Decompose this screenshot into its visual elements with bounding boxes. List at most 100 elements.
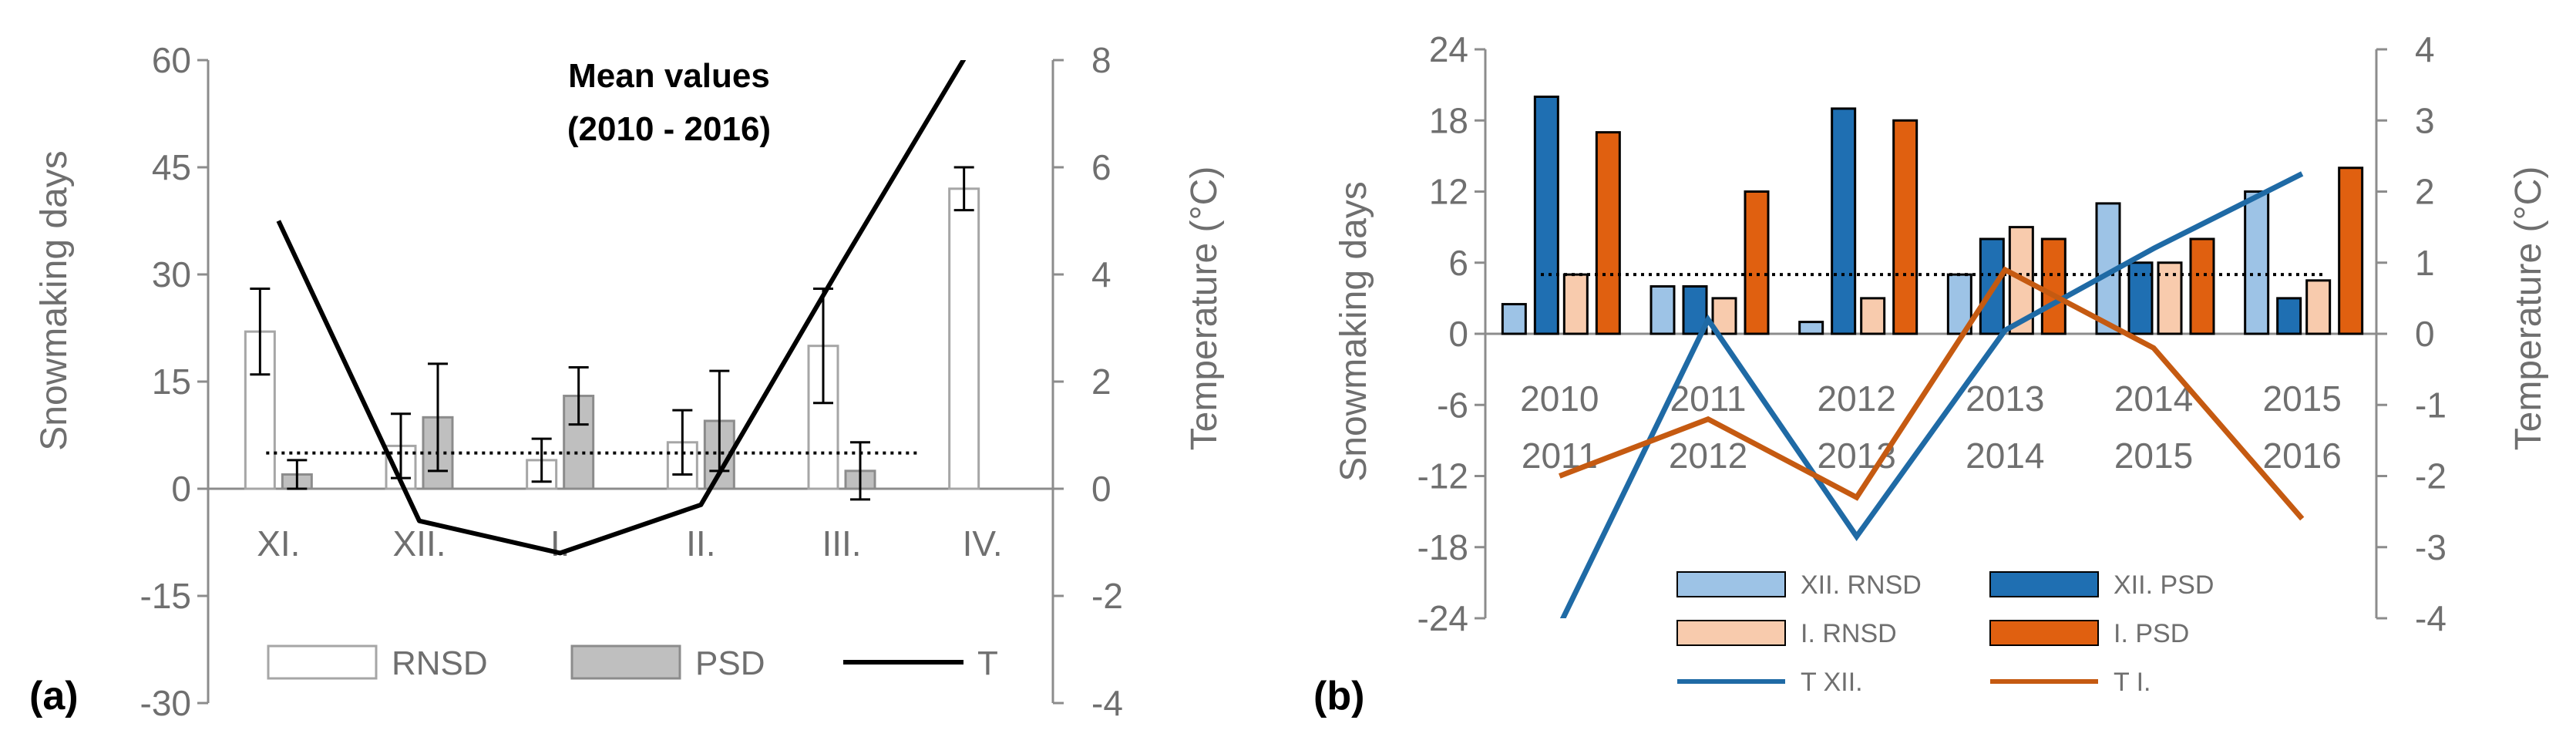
legend-label-i-psd: I. PSD xyxy=(2114,619,2189,648)
panel-b-x-tick-label: 2011 xyxy=(1522,436,1598,476)
panel-b-left-tick-label: 0 xyxy=(1448,314,1468,354)
panel-a-x-axis: XI. XII. I. II. III. IV. xyxy=(208,487,1053,564)
panel-b-x-tick-label: 2015 xyxy=(2262,379,2341,419)
panel-a-left-tick-label: 30 xyxy=(152,254,191,294)
panel-b-bar-i-rnsd xyxy=(1562,273,1589,335)
panel-a-legend: RNSD PSD T xyxy=(267,644,998,682)
legend-label-xii-psd: XII. PSD xyxy=(2114,570,2214,600)
panel-a-y-axis-title: Snowmaking days xyxy=(34,150,75,451)
panel-b-bar-xii-psd xyxy=(1831,107,1857,335)
legend-swatch-rnsd xyxy=(267,644,378,680)
panel-b-left-tick-label: -18 xyxy=(1417,527,1468,567)
panel-b-x-axis: 2010201120112012201220132013201420142015… xyxy=(1485,332,2376,476)
panel-a-line-t xyxy=(276,60,967,556)
panel-b-bar-i-rnsd xyxy=(2157,261,2183,335)
panel-b-left-axis: -24 -18 -12 -6 0 6 12 18 24 xyxy=(1417,29,1487,638)
panel-a-right-tick-label: -4 xyxy=(1091,683,1123,723)
legend-swatch-i-psd xyxy=(1989,620,2099,646)
panel-b-left-tick-label: 6 xyxy=(1448,243,1468,283)
panel-a-right-axis: -4 -2 0 2 4 6 8 xyxy=(1051,40,1123,723)
panel-a-right-tick-label: 2 xyxy=(1091,362,1111,402)
panel-b-bar-xii-rnsd xyxy=(1650,285,1676,335)
panel-a-lines xyxy=(266,60,967,556)
panel-b-left-tick-label: 12 xyxy=(1429,172,1468,212)
panel-b-line-t-i- xyxy=(1559,266,2305,521)
panel-b-bar-i-rnsd xyxy=(2305,279,2332,335)
panel-a-x-tick-label: III. xyxy=(822,523,861,564)
legend-swatch-xii-psd xyxy=(1989,571,2099,597)
panel-b-bar-i-rnsd xyxy=(1860,297,1886,335)
legend-label-t: T xyxy=(977,644,998,682)
panel-b-bar-i-psd xyxy=(1892,119,1919,335)
panel-b-x-tick-label: 2012 xyxy=(1669,436,1747,476)
panel-b-y-axis-title: Snowmaking days xyxy=(1333,181,1374,482)
panel-b-left-tick-label: 18 xyxy=(1429,100,1468,140)
panel-b-bar-xii-rnsd xyxy=(2244,190,2270,335)
panel-b-left-tick-label: -6 xyxy=(1437,385,1468,425)
panel-b-bar-xii-rnsd xyxy=(1501,303,1527,335)
panel-a-right-tick-label: 4 xyxy=(1091,254,1111,294)
panel-a-left-axis: -30 -15 0 15 30 45 60 xyxy=(140,40,210,723)
panel-a-right-tick-label: 8 xyxy=(1091,40,1111,80)
panel-b-bar-xii-psd xyxy=(1682,285,1708,335)
panel-b-x-tick-label: 2012 xyxy=(1817,379,1895,419)
panel-a-x-tick-label: I. xyxy=(550,523,570,564)
panel-a-bar-rnsd xyxy=(948,187,980,490)
panel-a-label: (a) xyxy=(29,674,79,718)
panel-b-bar-i-psd xyxy=(1744,190,1770,335)
panel-b-lines xyxy=(1541,171,2324,618)
panel-b-line-t-xii- xyxy=(1559,171,2304,618)
panel-a-x-tick-label: XII. xyxy=(392,523,446,564)
panel-b-right-tick-label: 1 xyxy=(2415,243,2435,283)
panel-b-bar-xii-psd xyxy=(2276,297,2302,335)
panel-a-annotation-line1: Mean values xyxy=(568,57,770,95)
panel-b-right-axis: -4 -3 -2 -1 0 1 2 3 4 xyxy=(2375,29,2447,638)
panel-a-left-tick-label: 45 xyxy=(152,147,191,187)
legend-label-xii-rnsd: XII. RNSD xyxy=(1801,570,1922,600)
panel-a-left-tick-label: -15 xyxy=(140,576,191,616)
legend-swatch-psd xyxy=(570,644,681,680)
panel-a-right-tick-label: 6 xyxy=(1091,147,1111,187)
panel-b-x-tick-label: 2014 xyxy=(1966,436,2044,476)
panel-b-bar-i-psd xyxy=(2040,237,2067,335)
legend-label-t-i: T I. xyxy=(2114,668,2151,697)
panel-a-right-tick-label: 0 xyxy=(1091,469,1111,509)
panel-b-right-tick-label: -4 xyxy=(2415,598,2447,638)
panel-a-left-tick-label: -30 xyxy=(140,683,191,723)
panel-a-right-tick-label: -2 xyxy=(1091,576,1123,616)
panel-b-bar-xii-psd xyxy=(2127,261,2154,335)
panel-b-right-tick-label: -1 xyxy=(2415,385,2447,425)
panel-a-x-tick-label: XI. xyxy=(257,523,300,564)
panel-b-bars xyxy=(1501,96,2364,335)
panel-a-x-tick-label: II. xyxy=(686,523,715,564)
legend-label-psd: PSD xyxy=(695,644,765,682)
panel-b-right-tick-label: -3 xyxy=(2415,527,2447,567)
panel-a-annotation-line2: (2010 - 2016) xyxy=(567,110,771,148)
panel-b-bar-xii-rnsd xyxy=(1798,321,1824,335)
panel-b-x-tick-label: 2015 xyxy=(2114,436,2193,476)
panel-a-y2-axis-title: Temperature (°C) xyxy=(1184,167,1225,451)
panel-b-x-tick-label: 2011 xyxy=(1670,379,1747,419)
panel-a-left-tick-label: 15 xyxy=(152,362,191,402)
panel-b-legend: XII. RNSD XII. PSD I. RNSD I. PSD T XII.… xyxy=(1676,570,2214,697)
legend-label-t-xii: T XII. xyxy=(1801,668,1863,697)
panel-b-x-tick-label: 2013 xyxy=(1966,379,2044,419)
panel-b-right-tick-label: -2 xyxy=(2415,456,2447,496)
legend-label-rnsd: RNSD xyxy=(392,644,488,682)
panel-b-right-tick-label: 4 xyxy=(2415,29,2435,69)
panel-b-left-tick-label: -12 xyxy=(1417,456,1468,496)
panel-b-left-tick-label: -24 xyxy=(1417,598,1468,638)
panel-b-x-tick-label: 2014 xyxy=(2114,379,2193,419)
panel-a-x-tick-label: IV. xyxy=(963,523,1003,564)
panel-b-bar-i-psd xyxy=(1595,131,1621,335)
panel-a-left-tick-label: 60 xyxy=(152,40,191,80)
panel-a-left-tick-label: 0 xyxy=(171,469,191,509)
legend-swatch-i-rnsd xyxy=(1676,620,1786,646)
panel-b-right-tick-label: 0 xyxy=(2415,314,2435,354)
legend-swatch-xii-rnsd xyxy=(1676,571,1786,597)
legend-label-i-rnsd: I. RNSD xyxy=(1801,619,1897,648)
panel-b-right-tick-label: 3 xyxy=(2415,100,2435,140)
panel-b-x-tick-label: 2010 xyxy=(1520,379,1599,419)
